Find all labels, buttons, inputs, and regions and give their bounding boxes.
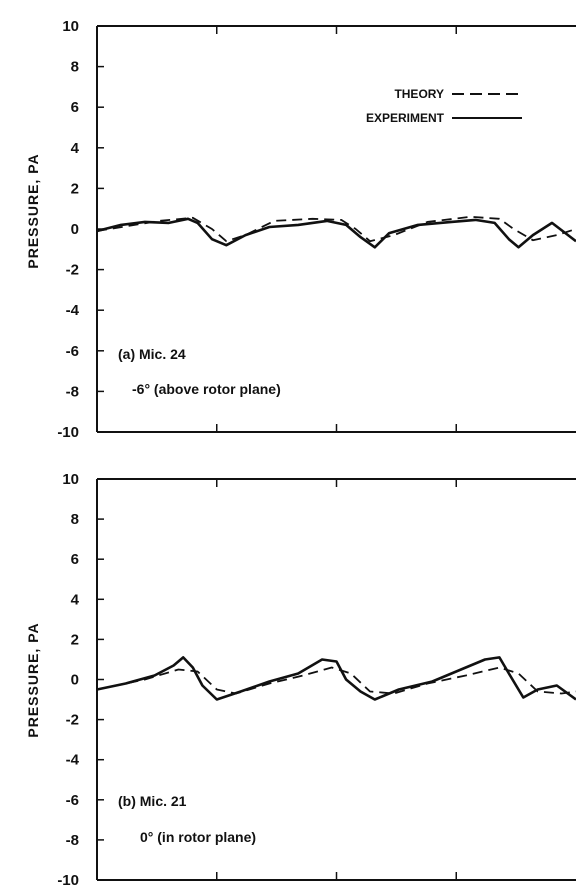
panel-a-ytick-label: 6 <box>71 99 79 116</box>
panel-a-ytick-label: 0 <box>71 221 79 238</box>
panel-a-mic-label: (a) Mic. 24 <box>118 346 186 362</box>
panel-b-series-theory <box>96 666 576 695</box>
panel-b-ytick-label: 2 <box>71 631 79 648</box>
panel-b-mic-21: 10 8 6 4 2 0 -2 -4 -6 -8 -10 PRESSURE, PA (b) Mic.… <box>25 471 576 889</box>
panel-a-axes: 10 8 6 4 2 0 -2 -4 -6 -8 -10 <box>57 18 576 441</box>
legend-label-experiment: EXPERIMENT <box>366 111 445 125</box>
panel-a-ytick-label: -4 <box>66 302 80 319</box>
panel-a-ytick-label: 4 <box>71 140 80 157</box>
panel-b-ytick-label: 10 <box>62 471 79 488</box>
panel-b-ytick-label: -6 <box>66 792 79 809</box>
panel-b-axes: 10 8 6 4 2 0 -2 -4 -6 -8 -10 <box>57 471 576 889</box>
panel-a-ytick-label: 2 <box>71 180 79 197</box>
panel-a-ytick-label: 10 <box>62 18 79 35</box>
panel-a-ytick-label: 8 <box>71 59 79 76</box>
panel-a-mic-angle: -6° (above rotor plane) <box>132 381 281 397</box>
panel-b-ytick-label: -2 <box>66 712 79 729</box>
panel-a-ytick-label: -10 <box>57 424 79 441</box>
panel-b-ytick-label: 8 <box>71 511 79 528</box>
panel-b-mic-angle: 0° (in rotor plane) <box>140 829 256 845</box>
panel-b-ytick-label: -8 <box>66 832 79 849</box>
panel-a-series-theory <box>96 215 576 243</box>
panel-b-ytick-label: 0 <box>71 672 79 689</box>
panel-a-series-experiment <box>96 217 576 249</box>
panel-a-ylabel: PRESSURE, PA <box>25 153 41 268</box>
panel-b-ytick-label: -4 <box>66 752 80 769</box>
legend-label-theory: THEORY <box>394 87 444 101</box>
panel-b-ytick-label: 4 <box>71 591 80 608</box>
panel-a-mic-24: 10 8 6 4 2 0 -2 -4 -6 -8 -10 PRESSURE, PA (a) Mic.… <box>25 18 576 441</box>
panel-a-ytick-label: -8 <box>66 383 79 400</box>
legend: THEORY EXPERIMENT <box>366 87 522 125</box>
panel-b-ylabel: PRESSURE, PA <box>25 622 41 737</box>
panel-b-mic-label: (b) Mic. 21 <box>118 793 187 809</box>
panel-a-ytick-label: -2 <box>66 262 79 279</box>
panel-a-ytick-label: -6 <box>66 343 79 360</box>
panel-b-series-experiment <box>96 656 576 701</box>
panel-b-ytick-label: -10 <box>57 872 79 889</box>
panel-b-ytick-label: 6 <box>71 551 79 568</box>
